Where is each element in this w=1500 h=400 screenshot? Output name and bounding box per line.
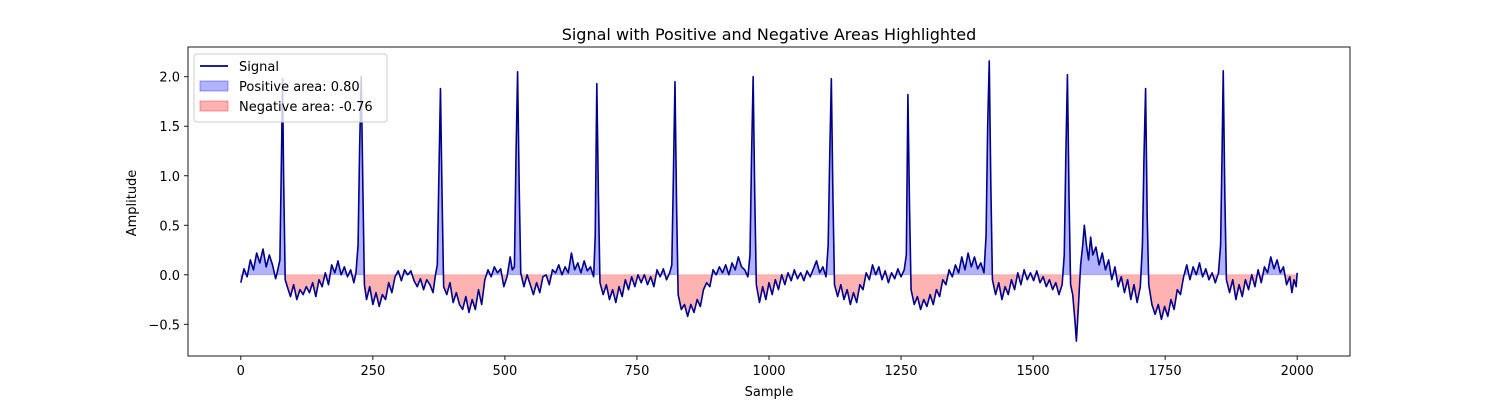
axes: 0 250 500 750 1000 1250 1500 1750 2000 −0.5 0.0 0.5…	[148, 46, 1351, 379]
legend-label-positive: Positive area: 0.80	[239, 80, 360, 95]
legend-label-negative: Negative area: -0.76	[239, 100, 373, 115]
y-tick-label: 1.5	[159, 120, 180, 135]
x-tick-label: 500	[492, 364, 517, 379]
x-tick-label: 1750	[1149, 364, 1182, 379]
legend-negative-swatch	[199, 100, 229, 112]
y-tick-label: −0.5	[148, 318, 180, 333]
chart-title: Signal with Positive and Negative Areas …	[562, 25, 977, 44]
signal-line-group	[240, 60, 1298, 342]
x-tick-label: 1500	[1017, 364, 1050, 379]
legend: Signal Positive area: 0.80 Negative area: …	[193, 53, 388, 123]
x-axis-label: Sample	[745, 385, 794, 400]
signal-line	[240, 60, 1298, 342]
x-tick-label: 0	[237, 364, 245, 379]
y-tick-label: 2.0	[159, 71, 180, 86]
y-tick-label: 0.0	[159, 269, 180, 284]
legend-box	[193, 53, 388, 123]
legend-positive-swatch	[199, 80, 229, 92]
x-tick-label: 2000	[1281, 364, 1314, 379]
y-tick-label: 0.5	[159, 219, 180, 234]
y-axis-label: Amplitude	[125, 170, 140, 237]
x-tick-label: 250	[360, 364, 385, 379]
y-tick-label: 1.0	[159, 170, 180, 185]
x-tick-label: 750	[625, 364, 650, 379]
legend-label-line: Signal	[239, 60, 279, 75]
x-tick-label: 1250	[884, 364, 917, 379]
x-tick-label: 1000	[752, 364, 785, 379]
